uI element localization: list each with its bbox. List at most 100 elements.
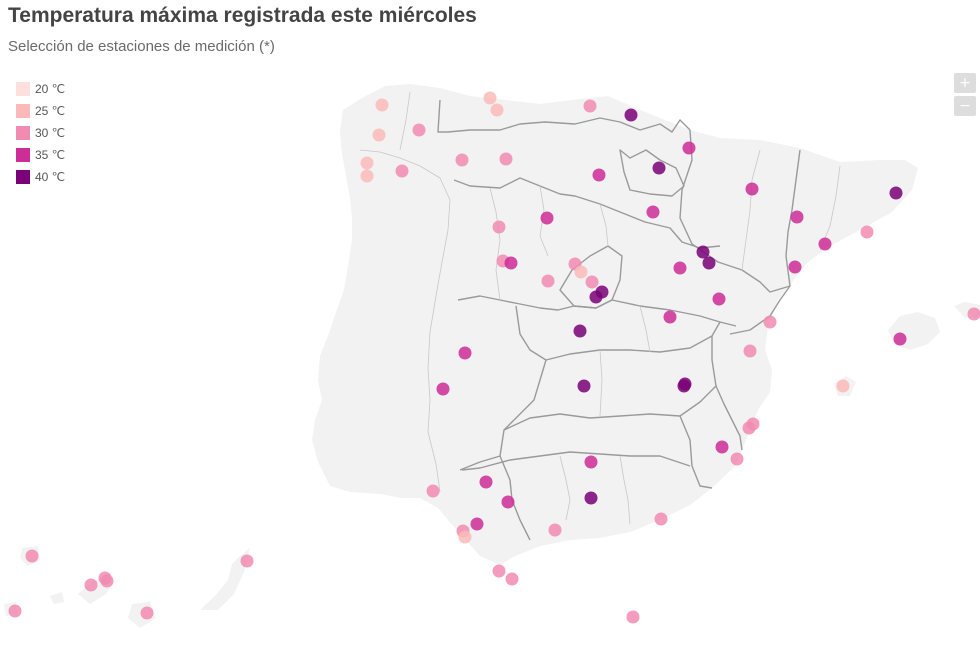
province-border-7	[599, 203, 609, 247]
station-marker-47[interactable]	[677, 379, 691, 393]
station-marker-38[interactable]	[967, 307, 980, 321]
legend-label-25: 25 ℃	[35, 104, 66, 118]
station-marker-62[interactable]	[25, 549, 39, 563]
province-border-8	[741, 149, 761, 271]
legend-swatch-20	[16, 82, 30, 96]
station-marker-7[interactable]	[682, 141, 696, 155]
region-border-extremadura	[459, 305, 547, 471]
region-border-castilla-mancha	[545, 321, 721, 361]
station-marker-22[interactable]	[818, 237, 832, 251]
station-marker-57[interactable]	[654, 512, 668, 526]
station-marker-13[interactable]	[652, 161, 666, 175]
station-marker-44[interactable]	[436, 382, 450, 396]
legend-label-30: 30 ℃	[35, 126, 66, 140]
station-marker-39[interactable]	[573, 324, 587, 338]
station-marker-55[interactable]	[584, 491, 598, 505]
station-marker-32[interactable]	[788, 260, 802, 274]
station-marker-40[interactable]	[893, 332, 907, 346]
station-marker-11[interactable]	[360, 169, 374, 183]
station-marker-58[interactable]	[470, 517, 484, 531]
station-marker-9[interactable]	[499, 152, 513, 166]
station-marker-6[interactable]	[412, 123, 426, 137]
station-marker-34[interactable]	[589, 290, 603, 304]
station-marker-64[interactable]	[492, 564, 506, 578]
zoom-in-button[interactable]: +	[954, 73, 976, 93]
station-marker-3[interactable]	[583, 99, 597, 113]
station-marker-49[interactable]	[742, 421, 756, 435]
station-marker-56[interactable]	[501, 495, 515, 509]
station-marker-24[interactable]	[702, 256, 716, 270]
legend-label-35: 35 ℃	[35, 148, 66, 162]
station-marker-45[interactable]	[577, 379, 591, 393]
station-marker-54[interactable]	[426, 484, 440, 498]
temperature-legend: 20 ℃ 25 ℃ 30 ℃ 35 ℃ 40 ℃	[16, 78, 65, 188]
iberia-landmass	[312, 84, 918, 565]
station-marker-10[interactable]	[360, 156, 374, 170]
station-marker-26[interactable]	[504, 256, 518, 270]
station-marker-21[interactable]	[860, 225, 874, 239]
station-marker-52[interactable]	[584, 455, 598, 469]
zoom-out-button[interactable]: −	[954, 96, 976, 116]
province-border-2	[619, 455, 631, 525]
region-border-andalucia	[503, 336, 717, 431]
province-border-5	[539, 185, 549, 257]
station-marker-2[interactable]	[490, 103, 504, 117]
region-border-north	[437, 99, 691, 133]
province-border-10	[399, 91, 411, 151]
station-marker-61[interactable]	[548, 523, 562, 537]
legend-swatch-35	[16, 148, 30, 162]
legend-swatch-40	[16, 170, 30, 184]
page-subtitle: Selección de estaciones de medición (*)	[8, 38, 275, 55]
station-marker-18[interactable]	[790, 210, 804, 224]
station-marker-28[interactable]	[574, 265, 588, 279]
station-marker-43[interactable]	[836, 379, 850, 393]
province-border-1	[559, 455, 571, 521]
legend-item-35: 35 ℃	[16, 144, 65, 166]
stations-layer	[8, 91, 980, 624]
station-marker-23[interactable]	[696, 245, 710, 259]
station-marker-69[interactable]	[8, 604, 22, 618]
station-marker-19[interactable]	[540, 211, 554, 225]
legend-swatch-25	[16, 104, 30, 118]
station-marker-60[interactable]	[458, 530, 472, 544]
station-marker-68[interactable]	[84, 578, 98, 592]
legend-item-25: 25 ℃	[16, 100, 65, 122]
station-marker-35[interactable]	[712, 292, 726, 306]
station-marker-70[interactable]	[140, 606, 154, 620]
station-marker-20[interactable]	[492, 220, 506, 234]
canary-island-4	[200, 548, 250, 610]
station-marker-15[interactable]	[745, 182, 759, 196]
station-marker-1[interactable]	[483, 91, 497, 105]
station-marker-30[interactable]	[541, 274, 555, 288]
station-marker-50[interactable]	[715, 440, 729, 454]
station-marker-63[interactable]	[240, 554, 254, 568]
portugal-border	[359, 149, 451, 493]
station-marker-65[interactable]	[505, 572, 519, 586]
station-marker-0[interactable]	[375, 98, 389, 112]
station-marker-12[interactable]	[395, 164, 409, 178]
mallorca-island	[888, 312, 940, 350]
station-marker-4[interactable]	[624, 108, 638, 122]
province-border-4	[639, 305, 651, 353]
legend-item-30: 30 ℃	[16, 122, 65, 144]
station-marker-53[interactable]	[479, 475, 493, 489]
station-marker-31[interactable]	[673, 261, 687, 275]
station-marker-16[interactable]	[889, 186, 903, 200]
zoom-controls: + −	[954, 73, 976, 116]
station-marker-8[interactable]	[455, 153, 469, 167]
province-border-6	[489, 187, 501, 301]
station-marker-42[interactable]	[743, 344, 757, 358]
station-marker-51[interactable]	[730, 452, 744, 466]
station-marker-37[interactable]	[763, 315, 777, 329]
station-marker-5[interactable]	[372, 128, 386, 142]
station-marker-14[interactable]	[592, 168, 606, 182]
station-marker-29[interactable]	[585, 275, 599, 289]
legend-label-20: 20 ℃	[35, 82, 66, 96]
legend-item-20: 20 ℃	[16, 78, 65, 100]
station-marker-41[interactable]	[458, 346, 472, 360]
station-marker-36[interactable]	[663, 310, 677, 324]
station-marker-71[interactable]	[626, 610, 640, 624]
station-marker-67[interactable]	[100, 574, 114, 588]
station-marker-17[interactable]	[646, 205, 660, 219]
